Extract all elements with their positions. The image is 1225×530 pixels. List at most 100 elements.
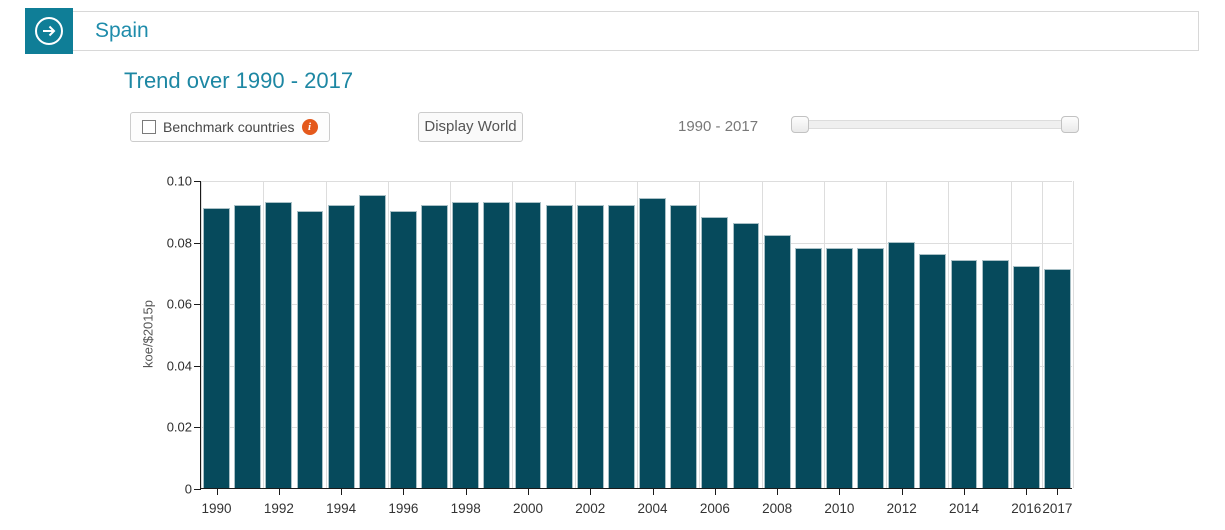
x-tick-label: 2010 [824, 501, 855, 516]
y-tick-mark [194, 489, 201, 490]
bar-2014[interactable] [950, 260, 978, 488]
page-title: Trend over 1990 - 2017 [124, 68, 354, 93]
x-tick-mark [901, 489, 903, 495]
bar-2013[interactable] [919, 253, 947, 488]
x-tick-label: 1990 [201, 501, 232, 516]
arrow-right-circle-icon [35, 17, 63, 45]
bar-2004[interactable] [639, 198, 667, 488]
x-tick-label: 2000 [512, 501, 544, 516]
slider-track[interactable] [791, 120, 1079, 129]
v-gridline [450, 181, 452, 488]
x-tick-mark [590, 489, 592, 495]
country-nav-button[interactable] [25, 8, 73, 54]
bar-1990[interactable] [203, 207, 231, 488]
bar-2006[interactable] [701, 216, 729, 488]
x-tick-label: 2006 [699, 501, 730, 516]
bar-1996[interactable] [389, 210, 417, 488]
bar-1993[interactable] [296, 210, 324, 488]
display-world-button[interactable]: Display World [418, 112, 523, 142]
x-tick-mark [777, 489, 779, 495]
bar-2012[interactable] [888, 241, 916, 488]
x-tick-label: 1992 [263, 501, 294, 516]
x-tick-label: 2002 [575, 501, 606, 516]
bar-chart-plot-area: 0 0.02 0.04 0.06 0.08 0.10 1990 1992 1994 1996 199… [167, 174, 1074, 516]
v-gridline [1073, 181, 1074, 488]
bar-2011[interactable] [857, 247, 885, 488]
bar-2001[interactable] [545, 204, 573, 488]
bar-2016[interactable] [1012, 266, 1040, 488]
x-tick-label: 1996 [388, 501, 419, 516]
bar-2003[interactable] [607, 204, 635, 488]
bar-1997[interactable] [421, 204, 449, 488]
x-tick-mark [528, 489, 529, 495]
y-tick-label: 0.08 [166, 235, 192, 251]
x-tick-mark [278, 489, 280, 495]
benchmark-label: Benchmark countries [163, 119, 295, 135]
benchmark-countries-toggle[interactable]: Benchmark countries i [130, 112, 330, 142]
v-gridline [201, 181, 202, 488]
bar-2000[interactable] [514, 201, 542, 488]
bar-2007[interactable] [732, 223, 760, 488]
x-tick-label: 2016 [1011, 501, 1042, 516]
x-tick-mark [652, 489, 654, 495]
v-gridline [325, 181, 327, 488]
slider-handle-min[interactable] [791, 116, 809, 133]
v-gridline [512, 181, 514, 488]
year-range-slider[interactable] [791, 116, 1079, 133]
y-tick-mark [194, 427, 201, 429]
y-tick-mark [194, 304, 201, 306]
bar-1991[interactable] [234, 204, 262, 488]
x-tick-label: 2012 [886, 501, 917, 516]
x-tick-mark [216, 489, 218, 495]
x-tick-label: 1994 [326, 501, 357, 516]
x-tick-mark [465, 489, 467, 495]
y-tick-label: 0.10 [166, 173, 192, 189]
h-gridline [201, 181, 1072, 182]
v-gridline [948, 181, 950, 488]
bar-1999[interactable] [483, 201, 511, 488]
slider-handle-max[interactable] [1061, 116, 1079, 133]
v-gridline [387, 181, 389, 488]
v-gridline [699, 181, 701, 488]
h-gridline [201, 242, 1072, 244]
v-gridline [1010, 181, 1012, 488]
x-tick-mark [403, 489, 405, 495]
bar-2009[interactable] [794, 247, 822, 488]
v-gridline [886, 181, 888, 488]
bar-2005[interactable] [670, 204, 698, 488]
x-tick-label: 1998 [450, 501, 481, 516]
bar-1995[interactable] [358, 195, 386, 488]
x-tick-mark [714, 489, 716, 495]
h-gridline [201, 427, 1072, 429]
bar-1992[interactable] [265, 201, 293, 488]
bar-2008[interactable] [763, 235, 791, 488]
bar-1994[interactable] [327, 204, 355, 488]
x-tick-mark [964, 489, 965, 495]
bar-2002[interactable] [576, 204, 604, 488]
y-tick-mark [194, 242, 201, 244]
x-tick-label: 2008 [762, 501, 793, 516]
v-gridline [263, 181, 265, 488]
v-gridline [574, 181, 576, 488]
bar-2017[interactable] [1043, 269, 1071, 488]
x-tick-mark [839, 489, 841, 495]
v-gridline [761, 181, 763, 488]
bar-2010[interactable] [825, 247, 853, 488]
bar-1998[interactable] [452, 201, 480, 488]
x-tick-mark [1057, 489, 1059, 495]
y-tick-label: 0.02 [166, 419, 192, 435]
x-tick-mark [1026, 489, 1028, 495]
y-tick-label: 0.04 [166, 358, 192, 374]
x-tick-label: 2017 [1042, 501, 1073, 516]
v-gridline [1041, 181, 1043, 488]
info-circle-icon[interactable]: i [301, 119, 318, 135]
y-tick-label: 0.06 [166, 296, 192, 312]
country-title: Spain [95, 19, 149, 42]
h-gridline [201, 365, 1072, 367]
bar-2015[interactable] [981, 260, 1009, 488]
country-header-bar [25, 11, 1199, 51]
y-tick-mark [194, 181, 201, 182]
year-range-label: 1990 - 2017 [678, 118, 759, 135]
benchmark-checkbox[interactable] [142, 120, 156, 134]
